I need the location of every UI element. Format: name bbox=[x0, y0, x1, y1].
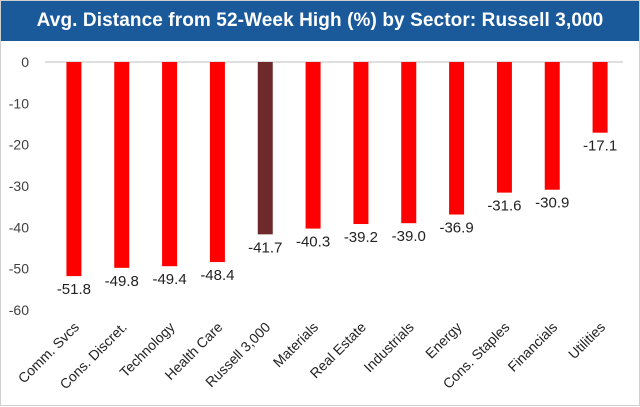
category-label: Industrials bbox=[360, 319, 416, 375]
data-label: -41.7 bbox=[248, 239, 282, 256]
data-label: -49.4 bbox=[152, 271, 186, 288]
data-label: -40.3 bbox=[296, 234, 330, 251]
data-label: -51.8 bbox=[57, 281, 91, 298]
bar-comm-svcs bbox=[66, 62, 82, 277]
category-label: Utilities bbox=[565, 319, 608, 362]
y-tick-label: -30 bbox=[9, 178, 29, 194]
chart-title: Avg. Distance from 52-Week High (%) by S… bbox=[1, 1, 639, 41]
bar-industrials bbox=[401, 62, 417, 224]
data-label: -48.4 bbox=[200, 267, 234, 284]
y-tick-label: -20 bbox=[9, 137, 29, 153]
y-tick-label: -60 bbox=[9, 302, 29, 318]
bar-health-care bbox=[209, 62, 225, 263]
data-label: -17.1 bbox=[583, 138, 617, 155]
y-tick-label: -40 bbox=[9, 219, 29, 235]
bar-financials bbox=[544, 62, 560, 190]
bar-energy bbox=[449, 62, 465, 215]
data-label: -30.9 bbox=[535, 195, 569, 212]
bar-cons-discret bbox=[114, 62, 130, 268]
bar-real-estate bbox=[353, 62, 369, 225]
data-label: -39.0 bbox=[392, 228, 426, 245]
category-label: Financials bbox=[504, 319, 560, 375]
bar-materials bbox=[305, 62, 321, 229]
y-tick-label: -50 bbox=[9, 261, 29, 277]
data-label: -36.9 bbox=[439, 220, 473, 237]
category-label: Energy bbox=[422, 319, 465, 362]
bar-russell-3-000 bbox=[257, 62, 273, 235]
bar-utilities bbox=[592, 62, 608, 133]
bar-cons-staples bbox=[496, 62, 512, 193]
data-label: -49.8 bbox=[105, 273, 139, 290]
bar-technology bbox=[162, 62, 178, 267]
y-tick-label: -10 bbox=[9, 95, 29, 111]
data-label: -31.6 bbox=[487, 198, 521, 215]
data-label: -39.2 bbox=[344, 229, 378, 246]
y-tick-label: 0 bbox=[21, 54, 29, 70]
